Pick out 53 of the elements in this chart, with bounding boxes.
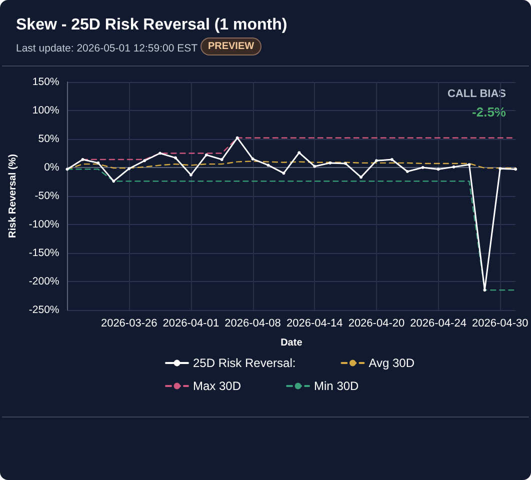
y-tick-label: -250% <box>28 304 60 316</box>
point <box>174 156 177 160</box>
x-tick-label: 2026-04-24 <box>410 318 466 330</box>
point <box>81 158 84 162</box>
point <box>220 158 224 162</box>
y-tick-label: -150% <box>28 247 60 259</box>
point <box>436 168 440 171</box>
point <box>66 168 69 171</box>
point <box>452 165 456 168</box>
y-tick-label: 150% <box>32 76 60 88</box>
point <box>112 180 116 183</box>
legend-label: 25D Risk Reversal: <box>193 356 296 370</box>
y-tick-label: 100% <box>32 104 60 116</box>
point <box>298 151 301 154</box>
point <box>204 153 208 156</box>
point <box>421 166 424 169</box>
point <box>374 159 378 162</box>
x-tick-label: 2026-04-08 <box>224 318 281 330</box>
y-tick-label: -50% <box>34 190 60 202</box>
point <box>468 163 471 166</box>
x-axis-title: Date <box>280 338 303 348</box>
point <box>266 164 270 167</box>
x-tick-label: 2026-04-14 <box>286 318 343 330</box>
point <box>498 167 502 170</box>
legend-label: Min 30D <box>314 379 360 393</box>
point <box>406 170 409 173</box>
point <box>189 173 192 176</box>
point <box>313 164 316 168</box>
legend-label: Max 30D <box>193 379 242 393</box>
point <box>328 161 332 164</box>
text: PREVIEW <box>208 41 255 52</box>
point <box>282 172 286 175</box>
x-tick-label: 2026-03-26 <box>100 318 158 330</box>
x-tick-label: 2026-04-01 <box>162 318 220 330</box>
point <box>158 152 162 155</box>
chart-subtitle: Last update: 2026-05-01 12:59:00 EST <box>16 42 198 54</box>
y-tick-label: 0% <box>44 162 60 174</box>
y-axis-title: Risk Reversal (%) <box>8 154 18 238</box>
point <box>96 161 100 164</box>
x-tick-label: 2026-04-30 <box>472 318 528 330</box>
point <box>514 168 518 171</box>
point <box>360 176 363 179</box>
point <box>483 288 486 292</box>
legend-label: Avg 30D <box>368 356 415 370</box>
point <box>236 136 239 140</box>
chart-title: Skew - 25D Risk Reversal (1 month) <box>16 16 288 34</box>
point <box>251 157 254 160</box>
point <box>143 159 146 162</box>
y-tick-label: 50% <box>38 133 60 145</box>
y-tick-label: -200% <box>28 276 60 288</box>
x-tick-label: 2026-04-20 <box>348 318 405 330</box>
y-tick-label: -100% <box>28 218 60 230</box>
point <box>128 167 131 170</box>
